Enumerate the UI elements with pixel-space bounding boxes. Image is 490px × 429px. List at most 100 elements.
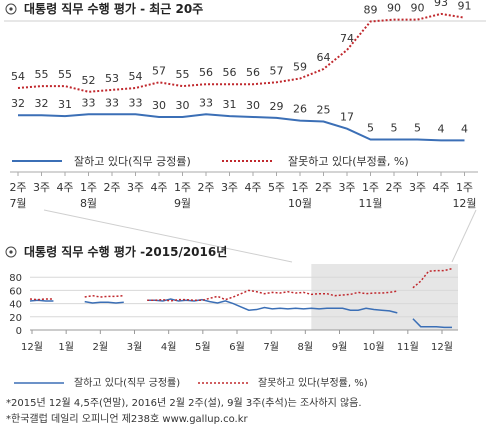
bottom-y-tick-label: 80 [9, 273, 22, 284]
disapprove-series-line-segment [412, 267, 453, 289]
top-x-tick-week: 3주 [338, 181, 355, 194]
approve-data-label: 4 [438, 122, 445, 135]
footnote-1: *2015년 12월 4,5주(연말), 2016년 2월 2주(설), 9월 … [6, 398, 362, 409]
approve-data-label: 4 [461, 122, 468, 135]
disapprove-data-label: 54 [11, 70, 25, 83]
legend-approve-label: 잘하고 있다(직무 긍정률) [74, 154, 191, 168]
bottom-x-tick-label: 12월 [21, 341, 43, 353]
approve-data-label: 5 [391, 122, 398, 135]
approve-data-label: 33 [129, 96, 143, 109]
bottom-x-tick-label: 11월 [397, 341, 419, 353]
top-x-tick-week: 2주 [103, 181, 120, 194]
recent-20-weeks-highlight [311, 264, 458, 330]
approve-data-label: 32 [11, 97, 25, 110]
disapprove-data-label: 59 [293, 61, 307, 74]
disapprove-data-label: 53 [105, 72, 119, 85]
top-chart: 대통령 직무 수행 평가 - 최근 20주 32 32 31 33 33 33 30 30 33… [4, 0, 486, 210]
disapprove-series-line-segment [84, 294, 124, 298]
top-x-tick-week: 4주 [150, 181, 167, 194]
top-x-tick-week: 1주 [362, 181, 379, 194]
approve-data-label: 31 [58, 98, 72, 111]
disapprove-series-line-segment [147, 289, 398, 302]
disapprove-data-label: 55 [176, 68, 190, 81]
bottom-y-tick-label: 20 [9, 313, 22, 324]
top-x-tick-week: 3주 [409, 181, 426, 194]
disapprove-data-label: 52 [82, 74, 96, 87]
bottom-x-tick-label: 9월 [332, 341, 348, 353]
disapprove-data-label: 90 [411, 2, 425, 15]
bottom-x-tick-label: 5월 [195, 341, 211, 353]
disapprove-data-label: 55 [58, 68, 72, 81]
disapprove-series-line [17, 12, 465, 93]
approve-data-label: 33 [105, 96, 119, 109]
approve-data-label: 30 [176, 99, 190, 112]
top-x-tick-month: 10월 [288, 197, 312, 210]
top-x-tick-week: 4주 [244, 181, 261, 194]
approve-data-label: 17 [340, 111, 354, 124]
top-x-tick-week: 1주 [291, 181, 308, 194]
legend-disapprove-label: 잘못하고 있다(부정률, %) [288, 154, 409, 168]
legend2-disapprove-label: 잘못하고 있다(부정률, %) [258, 376, 368, 389]
bottom-x-tick-label: 7월 [263, 341, 279, 353]
top-x-tick-week: 2주 [385, 181, 402, 194]
disapprove-data-label: 91 [458, 0, 472, 13]
top-x-tick-week: 4주 [432, 181, 449, 194]
bottom-legend: 잘하고 있다(직무 긍정률) 잘못하고 있다(부정률, %) [14, 376, 368, 389]
disapprove-data-label: 89 [364, 4, 378, 17]
bottom-y-tick-label: 40 [9, 300, 22, 311]
copyright-dot-icon [9, 7, 13, 11]
disapprove-data-label: 56 [246, 66, 260, 79]
copyright-dot-icon-2 [9, 250, 13, 254]
top-x-tick-month: 7월 [9, 197, 26, 210]
bottom-x-tick-label: 8월 [298, 341, 314, 353]
top-chart-title: 대통령 직무 수행 평가 - 최근 20주 [24, 1, 203, 16]
top-x-tick-week: 1주 [174, 181, 191, 194]
approve-data-label: 33 [199, 96, 213, 109]
bottom-y-tick-label: 0 [16, 326, 22, 337]
disapprove-data-label: 54 [129, 70, 143, 83]
top-x-tick-month: 9월 [174, 197, 191, 210]
disapprove-data-label: 90 [387, 2, 401, 15]
approve-data-label: 5 [414, 122, 421, 135]
bottom-x-tick-label: 6월 [229, 341, 245, 353]
top-x-tick-week: 1주 [456, 181, 473, 194]
top-x-tick-week: 3주 [127, 181, 144, 194]
bottom-chart-title: 대통령 직무 수행 평가 -2015/2016년 [24, 244, 227, 259]
top-x-tick-month: 11월 [358, 197, 382, 210]
top-x-tick-week: 2주 [197, 181, 214, 194]
approve-series-line-segment [84, 300, 124, 304]
bottom-x-tick-label: 4월 [161, 341, 177, 353]
legend2-approve-label: 잘하고 있다(직무 긍정률) [74, 376, 180, 389]
approve-series-line-segment [412, 318, 452, 329]
approve-data-label: 30 [152, 99, 166, 112]
top-x-tick-month: 12월 [452, 197, 476, 210]
disapprove-data-label: 57 [152, 64, 166, 77]
bottom-x-tick-label: 2월 [93, 341, 109, 353]
approve-series-line-segment [29, 299, 54, 302]
approve-data-label: 29 [270, 100, 284, 113]
top-x-tick-week: 2주 [9, 181, 26, 194]
top-x-tick-week: 3주 [33, 181, 50, 194]
top-x-tick-month: 8월 [80, 197, 97, 210]
bottom-x-tick-label: 10월 [363, 341, 385, 353]
approve-data-label: 26 [293, 103, 307, 116]
top-legend: 잘하고 있다(직무 긍정률) 잘못하고 있다(부정률, %) [12, 154, 409, 168]
top-x-tick-week: 2주 [315, 181, 332, 194]
top-x-tick-week: 1주 [80, 181, 97, 194]
bottom-x-tick-label: 1월 [58, 341, 74, 353]
top-x-tick-week: 3주 [221, 181, 238, 194]
approve-data-label: 31 [223, 98, 237, 111]
approve-data-label: 33 [82, 96, 96, 109]
disapprove-data-label: 55 [35, 68, 49, 81]
bottom-y-tick-label: 60 [9, 286, 22, 297]
approve-data-label: 5 [367, 122, 374, 135]
bottom-x-tick-label: 12월 [431, 341, 453, 353]
disapprove-data-label: 64 [317, 51, 331, 64]
bottom-x-tick-label: 3월 [127, 341, 143, 353]
disapprove-data-label: 56 [199, 66, 213, 79]
zoom-connector-left [43, 209, 293, 263]
copyright-circle-icon [5, 3, 17, 15]
